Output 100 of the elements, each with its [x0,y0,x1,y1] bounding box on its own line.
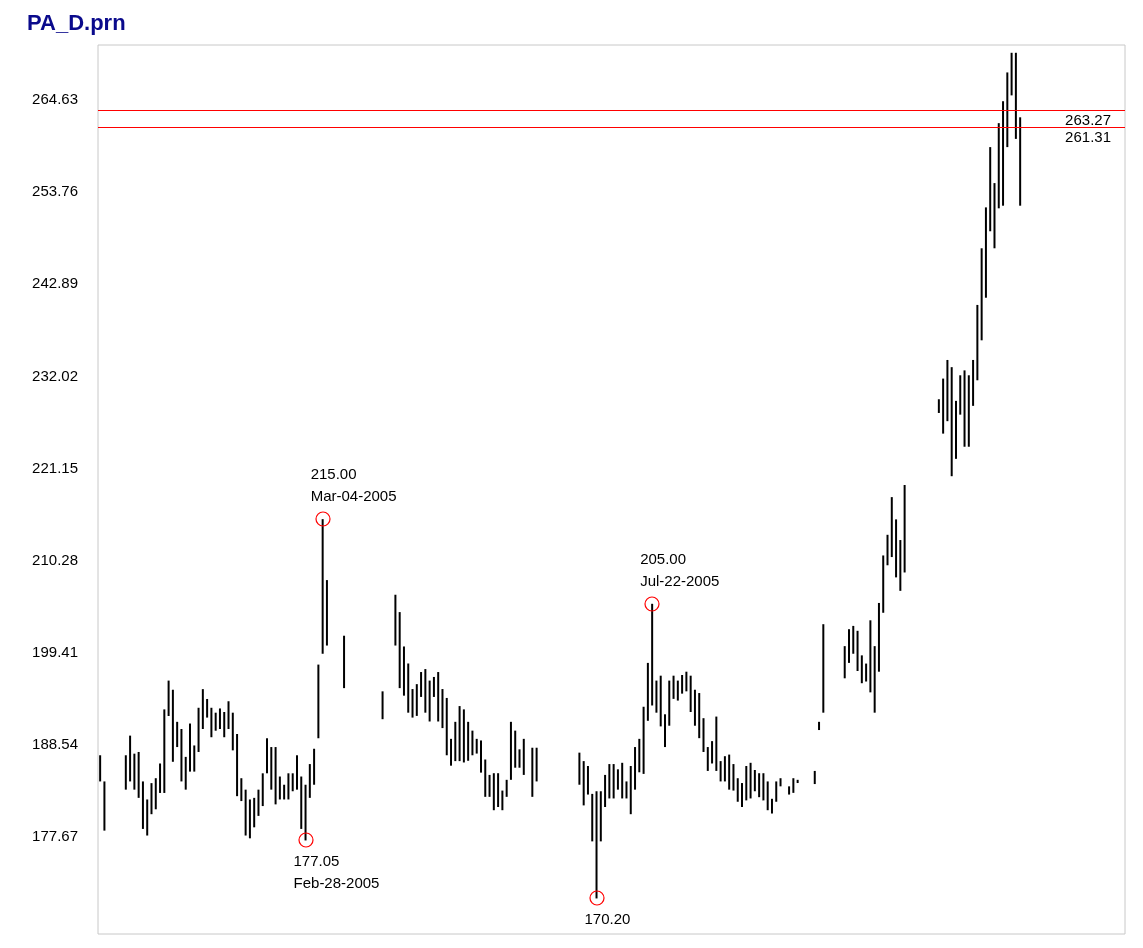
bar [231,712,234,751]
annotation: Feb-28-2005 [293,873,380,894]
bar [428,680,431,722]
y-tick-label: 188.54 [32,734,78,752]
bar [432,676,435,697]
bar [184,756,187,790]
bar [625,781,628,799]
bar [244,789,247,836]
bar [206,698,209,718]
bar [146,799,149,836]
bar [266,738,269,774]
y-tick-label: 264.63 [32,90,78,108]
bar [295,755,298,790]
bar [959,375,962,415]
bar [150,783,153,815]
bar [197,707,200,752]
bar [612,764,615,799]
bar [685,671,688,692]
bar [865,663,868,682]
bar [471,730,474,756]
bar [634,747,637,790]
bar [779,778,782,787]
bar [201,689,204,730]
bar [963,370,966,447]
bar [488,774,491,797]
bar [253,797,256,828]
bar [287,773,290,800]
annotation: 215.00 [310,464,358,485]
bar [210,707,213,738]
bar [616,769,619,790]
bar [621,762,624,799]
bar [394,594,397,646]
bar [467,721,470,761]
bar [411,689,414,718]
bar [954,400,957,459]
bar [137,751,140,798]
bar [261,773,264,807]
bar [655,680,658,713]
bar [732,764,735,791]
bar [283,784,286,800]
bar [167,680,170,716]
bar [903,485,906,573]
bar [681,675,684,694]
bar [501,790,504,811]
bar [595,791,598,899]
bar [895,519,898,578]
bar [873,646,876,713]
bar [591,793,594,842]
bar [1006,72,1009,148]
bar [270,747,273,790]
bar [227,701,230,730]
bar [398,612,401,689]
bar [993,183,996,249]
bar [304,784,307,841]
bar [689,675,692,712]
bar [518,749,521,768]
bar [402,646,405,696]
bar [736,778,739,802]
bar [420,672,423,697]
bar [792,778,795,793]
bar [154,778,157,810]
bar [937,399,940,413]
bar [788,786,791,795]
bar [818,721,821,731]
bar [629,766,632,815]
bar [638,738,641,773]
bar [325,580,328,646]
annotation: Jul-22-2005 [640,570,720,591]
bar [475,738,478,754]
bar [450,738,453,766]
y-tick-label: 199.41 [32,642,78,660]
bar [762,773,765,801]
bar [796,779,799,784]
bar [189,723,191,772]
bar [651,603,654,706]
bar [813,770,816,785]
bar [505,779,508,797]
bar [171,689,174,762]
bar [847,629,850,663]
y-tick-label: 221.15 [32,458,78,476]
bar [980,248,983,341]
bar [424,669,427,713]
y-tick-label: 210.28 [32,550,78,568]
bar [578,752,581,785]
bar [240,778,243,802]
bar [599,791,602,842]
bar [514,730,517,768]
bar [984,207,987,298]
bar [719,761,722,782]
bar [775,781,778,802]
bar [702,718,705,752]
bar [749,762,752,799]
y-tick-label: 253.76 [32,182,78,200]
ref-line-label: 263.27 [1065,111,1111,129]
bar [278,776,281,800]
bar [317,664,320,739]
bar [300,776,303,829]
annotation: 170.20 [584,909,631,930]
bar [124,755,127,790]
bar [852,625,855,654]
